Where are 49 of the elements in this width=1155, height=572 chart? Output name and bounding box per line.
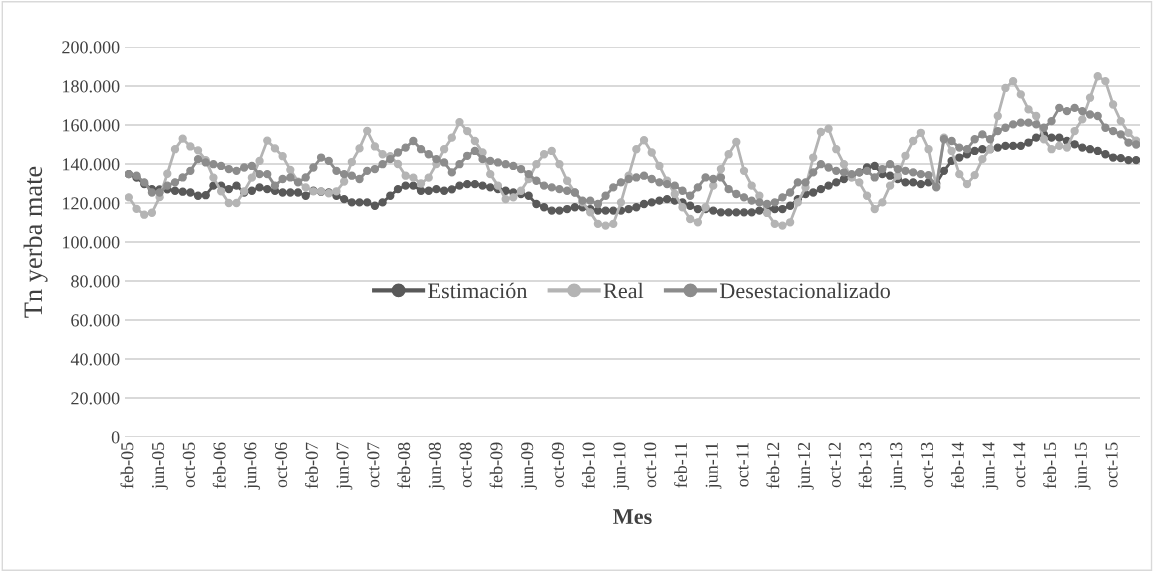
x-tick-label: feb-14	[950, 442, 964, 489]
x-tick-label: feb-08	[397, 442, 411, 489]
x-axis-title: Mes	[613, 509, 652, 525]
legend-label: Estimación	[428, 282, 528, 299]
y-tick-label: 40.000	[70, 353, 120, 366]
x-tick-label: jun-06	[244, 442, 261, 490]
y-tick-label: 200.000	[62, 41, 120, 54]
y-tick-label: 20.000	[71, 392, 120, 405]
y-tick-label: 100.000	[63, 236, 120, 249]
x-tick-label: oct-08	[459, 442, 472, 488]
x-tick-label: oct-10	[644, 442, 657, 488]
x-tick-label: feb-05	[120, 442, 134, 489]
x-tick-label: jun-11	[705, 442, 722, 489]
legend-label: Real	[603, 282, 644, 299]
x-tick-label: feb-10	[581, 442, 595, 489]
x-tick-label: jun-10	[613, 442, 630, 490]
x-tick-label: feb-09	[489, 442, 503, 489]
x-tick-label: feb-12	[766, 442, 780, 489]
x-tick-label: jun-14	[982, 442, 999, 490]
x-tick-label: jun-08	[428, 442, 445, 490]
x-tick-label: jun-09	[521, 442, 537, 490]
x-tick-label: feb-06	[212, 442, 226, 489]
y-tick-label: 120.000	[63, 197, 120, 210]
x-tick-label: jun-13	[890, 442, 906, 490]
x-tick-label: jun-12	[797, 442, 814, 490]
x-tick-label: oct-14	[1013, 442, 1026, 488]
y-tick-label: 160.000	[63, 119, 120, 132]
x-tick-label: oct-15	[1105, 442, 1118, 488]
y-tick-label: 60.000	[71, 314, 120, 327]
legend-label: Desestacionalizado	[719, 282, 890, 299]
x-tick-label: oct-13	[920, 442, 934, 488]
x-tick-label: oct-05	[182, 442, 195, 488]
y-axis-title: Tn yerba mate	[23, 166, 48, 318]
x-tick-label: feb-07	[305, 442, 318, 489]
y-tick-label: 80.000	[71, 275, 120, 288]
y-tick-label: 180.000	[63, 80, 120, 93]
x-tick-label: feb-13	[858, 442, 872, 489]
x-tick-label: oct-12	[828, 442, 841, 488]
y-tick-label: 140.000	[63, 158, 120, 171]
x-tick-label: oct-06	[274, 442, 288, 488]
x-tick-label: oct-11	[736, 442, 749, 487]
x-tick-label: oct-09	[551, 442, 564, 488]
y-tick-label: 0	[111, 431, 120, 444]
x-tick-label: feb-15	[1043, 442, 1057, 489]
x-tick-label: feb-11	[674, 442, 687, 488]
x-tick-label: oct-07	[367, 442, 380, 488]
x-tick-label: jun-07	[336, 442, 353, 490]
x-tick-label: jun-15	[1074, 442, 1091, 490]
x-tick-label: jun-05	[151, 442, 168, 490]
